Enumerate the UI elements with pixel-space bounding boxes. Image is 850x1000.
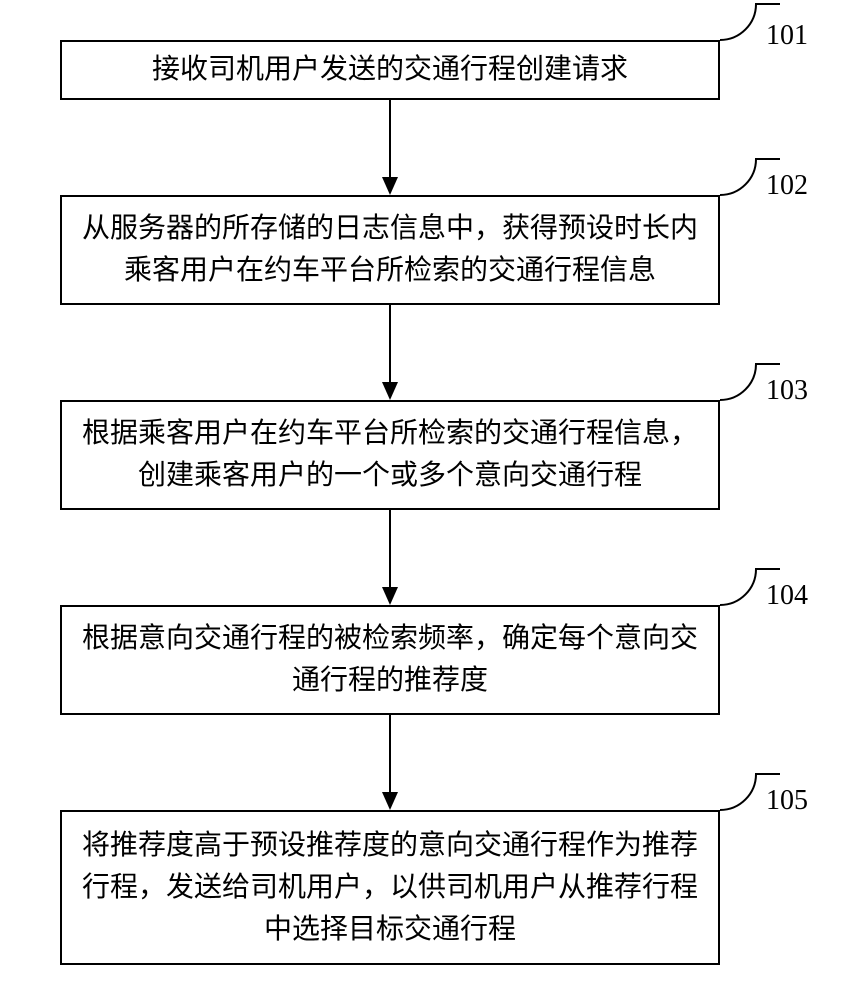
flowchart-node-text: 从服务器的所存储的日志信息中，获得预设时长内 乘客用户在约车平台所检索的交通行程…	[82, 208, 698, 292]
flowchart-node: 根据意向交通行程的被检索频率，确定每个意向交 通行程的推荐度	[60, 605, 720, 715]
step-number-label: 103	[766, 375, 808, 407]
flowchart-node: 从服务器的所存储的日志信息中，获得预设时长内 乘客用户在约车平台所检索的交通行程…	[60, 195, 720, 305]
flowchart-node: 根据乘客用户在约车平台所检索的交通行程信息， 创建乘客用户的一个或多个意向交通行…	[60, 400, 720, 510]
step-number-label: 105	[766, 785, 808, 817]
flowchart-node: 接收司机用户发送的交通行程创建请求	[60, 40, 720, 100]
step-number-label: 102	[766, 170, 808, 202]
flowchart-node-text: 接收司机用户发送的交通行程创建请求	[152, 49, 628, 91]
flowchart-node-text: 根据意向交通行程的被检索频率，确定每个意向交 通行程的推荐度	[82, 618, 698, 702]
step-number-label: 101	[766, 20, 808, 52]
flowchart-node-text: 根据乘客用户在约车平台所检索的交通行程信息， 创建乘客用户的一个或多个意向交通行…	[82, 413, 698, 497]
step-number-label: 104	[766, 580, 808, 612]
flowchart-node: 将推荐度高于预设推荐度的意向交通行程作为推荐 行程，发送给司机用户，以供司机用户…	[60, 810, 720, 965]
flowchart-canvas: 接收司机用户发送的交通行程创建请求从服务器的所存储的日志信息中，获得预设时长内 …	[0, 0, 850, 1000]
flowchart-node-text: 将推荐度高于预设推荐度的意向交通行程作为推荐 行程，发送给司机用户，以供司机用户…	[82, 825, 698, 951]
